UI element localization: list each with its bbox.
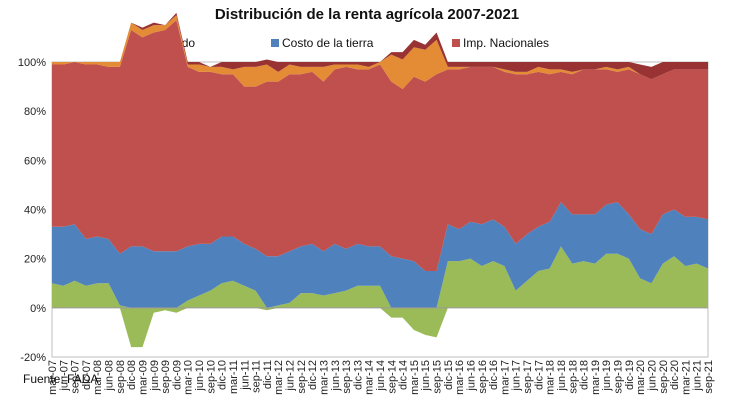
y-tick-label: 0% [30,303,46,315]
y-tick-label: 40% [24,205,46,217]
x-tick-label: mar-19 [590,360,602,395]
legend-item-costo-tierra: Costo de la tierra [271,36,373,50]
x-tick-label: sep-12 [296,360,308,394]
x-tick-label: dic-10 [217,360,229,390]
x-tick-label: dic-18 [579,360,591,390]
x-tick-label: sep-13 [341,360,353,394]
x-tick-label: mar-08 [92,360,104,395]
x-tick-label: jun-07 [58,360,70,392]
x-tick-label: sep-16 [477,360,489,394]
y-tick-label: -20% [20,352,46,364]
x-tick-label: sep-11 [251,360,263,393]
x-tick-label: sep-14 [386,360,398,394]
x-tick-label: mar-11 [228,360,240,394]
x-tick-label: mar-09 [137,360,149,395]
x-tick-label: jun-10 [194,360,206,392]
area-series-otros-2 [52,12,708,80]
x-tick-label: sep-18 [567,360,579,394]
y-tick-label: 100% [18,57,46,69]
x-tick-label: sep-17 [522,360,534,394]
legend-label-imp-nacionales: Imp. Nacionales [463,36,550,50]
x-tick-label: mar-18 [545,360,557,395]
x-tick-label: sep-08 [115,360,127,394]
x-tick-label: mar-17 [499,360,511,395]
area-series-costo-de-la-tierra [52,202,708,308]
area-series-imp-nacionales [52,20,708,271]
y-tick-label: 80% [24,106,46,118]
x-tick-label: dic-17 [533,360,545,390]
y-tick-label: 20% [24,254,46,266]
x-tick-label: mar-16 [454,360,466,395]
x-tick-label: dic-13 [352,360,364,390]
x-tick-label: mar-14 [364,360,376,395]
x-tick-label: sep-10 [205,360,217,394]
x-tick-label: jun-12 [285,360,297,392]
x-tick-label: mar-07 [47,360,59,395]
x-tick-label: dic-07 [81,360,93,390]
x-tick-label: dic-16 [488,360,500,390]
x-tick-label: dic-20 [669,360,681,390]
x-tick-label: dic-12 [307,360,319,390]
x-tick-label: jun-21 [692,360,704,392]
x-tick-label: mar-12 [273,360,285,395]
x-tick-label: jun-16 [465,360,477,392]
x-tick-label: mar-15 [409,360,421,395]
chart-title: Distribución de la renta agrícola 2007-2… [214,6,520,23]
x-tick-label: jun-17 [511,360,523,392]
x-tick-label: dic-11 [262,360,274,389]
x-tick-label: dic-15 [443,360,455,390]
legend-label-costo-tierra: Costo de la tierra [282,36,374,50]
x-tick-label: jun-14 [375,360,387,392]
x-tick-label: sep-19 [613,360,625,394]
legend-item-imp-nacionales: Imp. Nacionales [452,36,549,50]
x-tick-label: sep-09 [160,360,172,394]
x-tick-label: sep-15 [432,360,444,394]
x-tick-label: jun-09 [149,360,161,392]
area-series-otros [52,15,708,90]
x-tick-label: dic-08 [126,360,138,390]
y-tick-label: 60% [24,155,46,167]
x-tick-label: mar-20 [635,360,647,395]
x-tick-label: mar-13 [318,360,330,395]
source-note: Fuente: FADA [23,372,99,386]
legend-swatch-costo-tierra [271,39,279,47]
x-tick-label: sep-07 [70,360,82,394]
x-tick-label: jun-15 [420,360,432,392]
x-tick-label: dic-14 [398,360,410,390]
x-tick-label: jun-13 [330,360,342,392]
area-series-resultado [52,246,708,348]
legend-swatch-imp-nacionales [452,39,460,47]
x-tick-label: dic-19 [624,360,636,390]
x-tick-label: dic-09 [171,360,183,390]
x-tick-label: jun-18 [556,360,568,392]
x-tick-label: jun-08 [104,360,116,392]
x-tick-label: jun-19 [601,360,613,392]
x-tick-label: sep-20 [658,360,670,394]
x-tick-label: jun-20 [646,360,658,392]
x-tick-label: mar-21 [680,360,692,395]
x-tick-label: mar-10 [183,360,195,395]
x-tick-label: jun-11 [239,360,251,391]
x-tick-label: sep-21 [703,360,715,394]
